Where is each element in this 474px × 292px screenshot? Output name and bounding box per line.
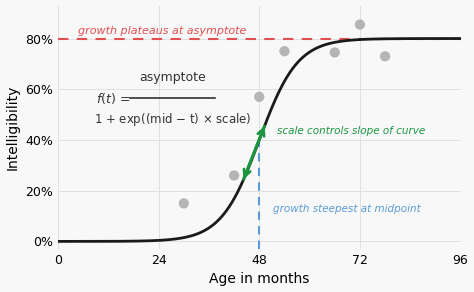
Text: growth plateaus at asymptote: growth plateaus at asymptote	[78, 26, 246, 36]
Point	[281, 49, 288, 53]
Point	[381, 54, 389, 59]
Text: asymptote: asymptote	[139, 71, 206, 84]
Point	[180, 201, 188, 206]
Text: growth steepest at midpoint: growth steepest at midpoint	[273, 204, 421, 214]
Y-axis label: Intelligibility: Intelligibility	[6, 85, 19, 170]
Point	[356, 22, 364, 27]
Text: $f(t)$ =: $f(t)$ =	[96, 91, 130, 106]
Point	[230, 173, 238, 178]
Point	[331, 50, 338, 55]
X-axis label: Age in months: Age in months	[209, 272, 310, 286]
Text: 1 + exp((mid $-$ t) $\times$ scale): 1 + exp((mid $-$ t) $\times$ scale)	[94, 112, 251, 128]
Point	[255, 95, 263, 99]
Text: scale controls slope of curve: scale controls slope of curve	[277, 126, 426, 136]
